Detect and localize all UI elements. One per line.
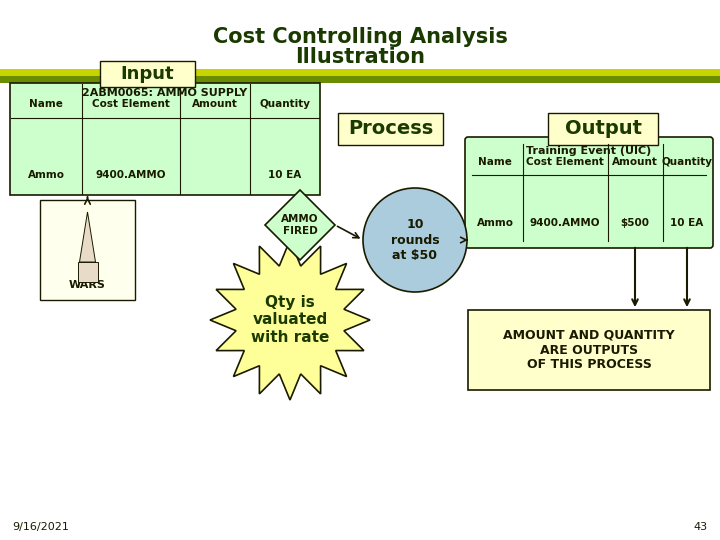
Text: Illustration: Illustration [295,47,425,67]
Bar [0,76,720,83]
Polygon shape [210,240,370,400]
Text: 10 EA: 10 EA [269,170,302,180]
Text: AMOUNT AND QUANTITY
ARE OUTPUTS
OF THIS PROCESS: AMOUNT AND QUANTITY ARE OUTPUTS OF THIS … [503,328,675,372]
Text: Cost Element: Cost Element [92,99,170,109]
Polygon shape [79,212,96,262]
Text: Process: Process [348,119,433,138]
Text: 9400.AMMO: 9400.AMMO [530,218,600,228]
Text: WARS: WARS [69,280,106,290]
Text: 10 EA: 10 EA [670,218,703,228]
Text: 43: 43 [694,522,708,532]
Text: Output: Output [564,119,642,138]
Text: Cost Controlling Analysis: Cost Controlling Analysis [212,27,508,47]
FancyBboxPatch shape [10,83,320,195]
Text: Ammo: Ammo [27,170,65,180]
Text: Training Event (UIC): Training Event (UIC) [526,146,652,156]
FancyBboxPatch shape [100,61,195,87]
Text: 10
rounds
at $50: 10 rounds at $50 [391,219,439,261]
Text: Name: Name [478,157,512,167]
FancyBboxPatch shape [40,200,135,300]
Text: Input: Input [121,65,174,83]
FancyBboxPatch shape [338,113,443,145]
Text: Name: Name [29,99,63,109]
FancyBboxPatch shape [465,137,713,248]
FancyBboxPatch shape [468,310,710,390]
Text: Qty is
valuated
with rate: Qty is valuated with rate [251,295,329,345]
Text: Cost Element: Cost Element [526,157,604,167]
Text: 2ABM0065: AMMO SUPPLY: 2ABM0065: AMMO SUPPLY [82,88,248,98]
Circle shape [363,188,467,292]
Text: 9/16/2021: 9/16/2021 [12,522,69,532]
Text: $500: $500 [621,218,649,228]
Text: Amount: Amount [612,157,658,167]
Text: Ammo: Ammo [477,218,513,228]
Bar [78,262,97,282]
Text: 9400.AMMO: 9400.AMMO [96,170,166,180]
Polygon shape [265,190,335,260]
Bar [0,69,720,76]
Text: AMMO
FIRED: AMMO FIRED [282,214,319,236]
Text: Quantity: Quantity [662,157,713,167]
FancyBboxPatch shape [548,113,658,145]
Text: Amount: Amount [192,99,238,109]
Text: Quantity: Quantity [259,99,310,109]
